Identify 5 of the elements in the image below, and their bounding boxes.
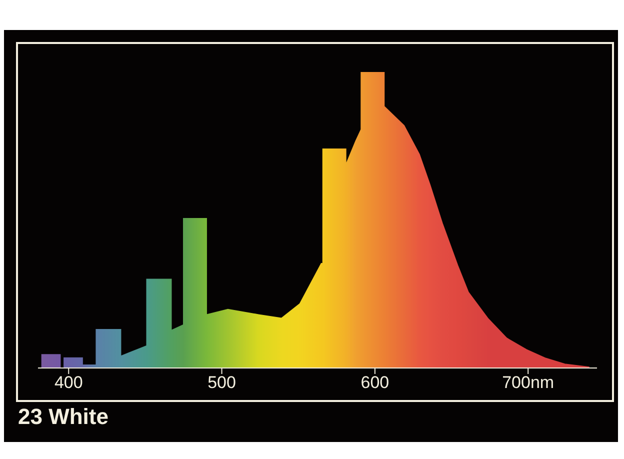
x-tick-label: 400: [54, 373, 83, 392]
x-tick-label: 500: [208, 373, 236, 392]
x-tick-label: 700nm: [502, 373, 554, 392]
text: 23 White: [18, 404, 108, 430]
x-tick-label: 600: [360, 373, 390, 392]
